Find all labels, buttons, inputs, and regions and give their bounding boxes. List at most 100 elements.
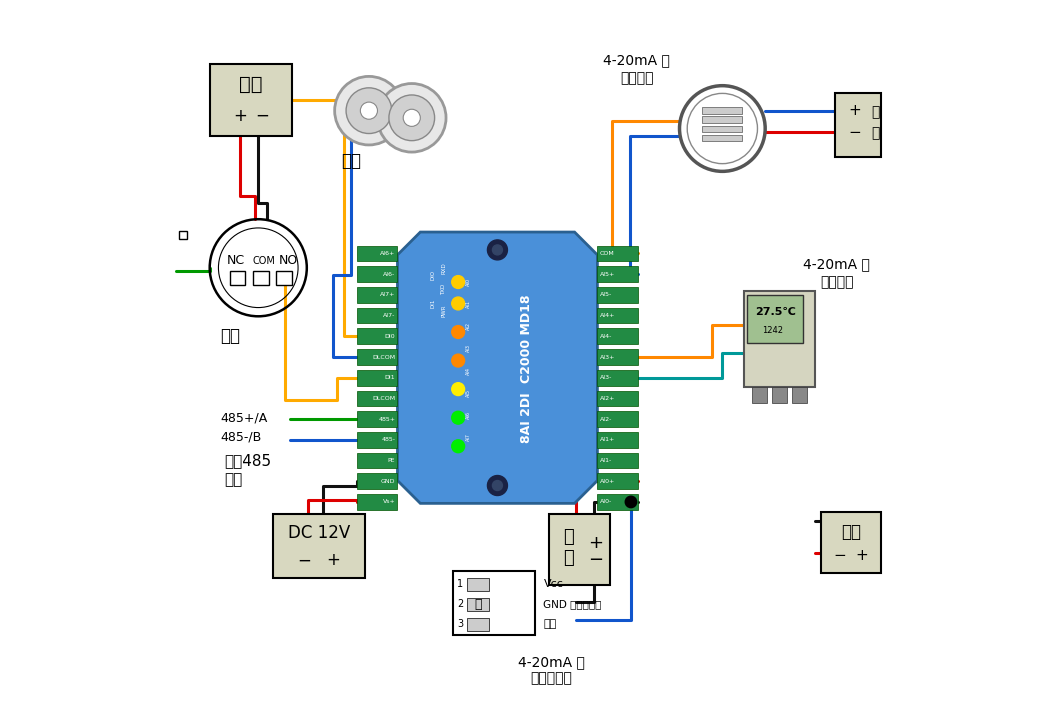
Text: DI1: DI1: [385, 375, 396, 381]
Text: 门磁: 门磁: [341, 151, 361, 170]
Circle shape: [335, 76, 403, 145]
Text: AI3-: AI3-: [600, 375, 612, 381]
Text: 485-: 485-: [381, 437, 396, 443]
FancyBboxPatch shape: [598, 370, 639, 386]
Text: 485+/A: 485+/A: [221, 411, 267, 424]
Text: 电: 电: [564, 528, 574, 546]
Circle shape: [378, 84, 446, 152]
Text: 4-20mA 超: 4-20mA 超: [518, 655, 585, 669]
FancyBboxPatch shape: [357, 266, 398, 282]
FancyBboxPatch shape: [467, 578, 488, 591]
Text: 源: 源: [564, 549, 574, 568]
FancyBboxPatch shape: [357, 453, 398, 468]
Text: 总线: 总线: [225, 472, 243, 488]
FancyBboxPatch shape: [598, 328, 639, 344]
Text: 1242: 1242: [762, 326, 783, 335]
Text: 输出: 输出: [544, 619, 557, 629]
Text: AI7: AI7: [466, 433, 471, 441]
FancyBboxPatch shape: [598, 473, 639, 489]
FancyBboxPatch shape: [357, 308, 398, 323]
Circle shape: [451, 411, 465, 424]
Text: ⏚: ⏚: [474, 598, 482, 610]
Text: −: −: [588, 551, 603, 570]
FancyBboxPatch shape: [598, 411, 639, 427]
FancyBboxPatch shape: [357, 349, 398, 365]
Text: AI1+: AI1+: [600, 437, 614, 443]
Text: 电: 电: [871, 105, 879, 119]
Polygon shape: [398, 232, 598, 503]
FancyBboxPatch shape: [598, 308, 639, 323]
Text: +: +: [588, 533, 603, 552]
Circle shape: [451, 297, 465, 310]
Text: AI6+: AI6+: [380, 251, 396, 256]
Text: AI2-: AI2-: [600, 416, 612, 422]
Text: PE: PE: [388, 458, 396, 463]
FancyBboxPatch shape: [357, 473, 398, 489]
FancyBboxPatch shape: [229, 271, 245, 285]
Text: NO: NO: [279, 254, 298, 267]
FancyBboxPatch shape: [179, 231, 187, 239]
Text: 声波传感器: 声波传感器: [530, 671, 572, 685]
FancyBboxPatch shape: [276, 271, 291, 285]
Text: AI4+: AI4+: [600, 313, 615, 318]
Text: AI5: AI5: [466, 388, 471, 397]
FancyBboxPatch shape: [835, 93, 882, 157]
Text: 电源: 电源: [240, 75, 263, 94]
Circle shape: [492, 481, 503, 491]
Text: TXD: TXD: [442, 283, 446, 295]
Text: 4-20mA 温: 4-20mA 温: [803, 257, 870, 271]
FancyBboxPatch shape: [747, 295, 803, 343]
Text: −: −: [834, 548, 847, 563]
Text: 度传感器: 度传感器: [820, 275, 853, 289]
Text: DI1: DI1: [430, 298, 436, 308]
FancyBboxPatch shape: [703, 135, 743, 141]
Text: GND: GND: [381, 478, 396, 484]
Text: 3: 3: [457, 619, 463, 629]
Circle shape: [451, 440, 465, 453]
Text: 1: 1: [457, 579, 463, 589]
Circle shape: [389, 95, 434, 141]
Text: DIO: DIO: [430, 270, 436, 280]
Circle shape: [625, 496, 636, 508]
Text: +: +: [326, 551, 340, 570]
Text: 接到485: 接到485: [225, 453, 271, 468]
FancyBboxPatch shape: [791, 387, 807, 403]
Circle shape: [487, 476, 507, 496]
Text: 电源: 电源: [841, 523, 861, 541]
FancyBboxPatch shape: [254, 271, 269, 285]
FancyBboxPatch shape: [357, 370, 398, 386]
Text: 8AI 2DI: 8AI 2DI: [520, 393, 532, 443]
Circle shape: [346, 88, 391, 134]
Text: +: +: [234, 106, 247, 125]
FancyBboxPatch shape: [357, 287, 398, 303]
Text: NC: NC: [226, 254, 244, 267]
Text: DI0: DI0: [385, 333, 396, 339]
Circle shape: [487, 240, 507, 260]
Text: DLCOM: DLCOM: [372, 354, 396, 360]
FancyBboxPatch shape: [210, 64, 292, 136]
Circle shape: [403, 109, 421, 126]
Text: Vs+: Vs+: [383, 499, 396, 505]
Text: AI5+: AI5+: [600, 271, 614, 277]
FancyBboxPatch shape: [703, 107, 743, 114]
Text: 4-20mA 压: 4-20mA 压: [603, 54, 670, 68]
FancyBboxPatch shape: [549, 514, 610, 585]
FancyBboxPatch shape: [598, 494, 639, 510]
Text: DLCOM: DLCOM: [372, 396, 396, 401]
Text: PWR: PWR: [442, 304, 446, 317]
FancyBboxPatch shape: [703, 126, 743, 132]
Circle shape: [451, 354, 465, 367]
Text: C2000 MD18: C2000 MD18: [520, 295, 532, 383]
FancyBboxPatch shape: [357, 432, 398, 448]
Text: GND 信号公共端: GND 信号公共端: [544, 599, 602, 609]
Text: −: −: [298, 551, 311, 570]
Text: AI1: AI1: [466, 300, 471, 308]
Circle shape: [680, 86, 765, 171]
Text: AI3+: AI3+: [600, 354, 615, 360]
Text: AI0+: AI0+: [600, 478, 614, 484]
FancyBboxPatch shape: [598, 391, 639, 406]
Text: −: −: [848, 124, 861, 140]
Text: +: +: [855, 548, 868, 563]
FancyBboxPatch shape: [598, 246, 639, 261]
FancyBboxPatch shape: [821, 513, 882, 573]
